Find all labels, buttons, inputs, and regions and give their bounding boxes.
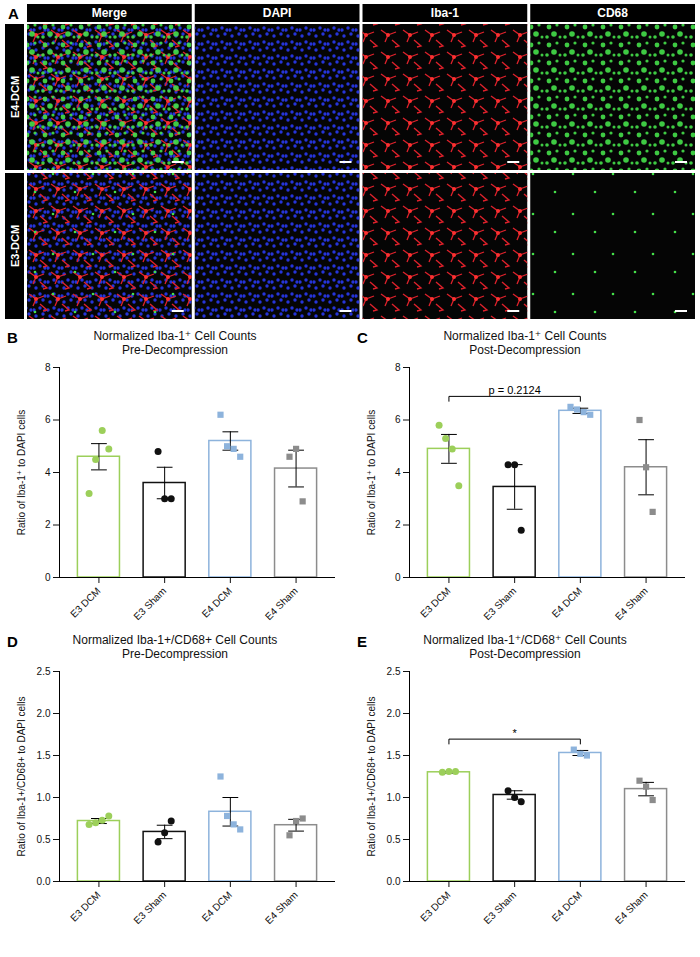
svg-text:E3 Sham: E3 Sham	[481, 889, 518, 926]
svg-text:0.5: 0.5	[387, 834, 401, 845]
svg-text:8: 8	[45, 362, 51, 373]
svg-text:E3 DCM: E3 DCM	[68, 585, 103, 620]
svg-text:Merge: Merge	[92, 6, 128, 20]
svg-text:Ratio of Iba-1+/CD68+ to DAPI: Ratio of Iba-1+/CD68+ to DAPI cells	[366, 696, 377, 856]
svg-text:1.0: 1.0	[37, 792, 51, 803]
html-text:C: C	[357, 329, 368, 346]
html-text:Post-Decompression: Post-Decompression	[469, 647, 581, 661]
svg-text:E3 DCM: E3 DCM	[68, 889, 103, 924]
svg-text:2.0: 2.0	[387, 708, 401, 719]
html-text:B: B	[7, 329, 18, 346]
svg-text:0: 0	[395, 572, 401, 583]
svg-text:E4 Sham: E4 Sham	[263, 889, 300, 926]
svg-text:*: *	[513, 727, 518, 739]
svg-text:E3 DCM: E3 DCM	[418, 585, 453, 620]
svg-text:CD68: CD68	[597, 6, 628, 20]
svg-text:E3 Sham: E3 Sham	[481, 585, 518, 622]
html-text:Normalized Iba-1⁺ Cell Counts: Normalized Iba-1⁺ Cell Counts	[93, 329, 257, 343]
html-text:Normalized Iba-1⁺/CD68⁺ Cell C: Normalized Iba-1⁺/CD68⁺ Cell Counts	[423, 633, 627, 647]
svg-text:E4 DCM: E4 DCM	[200, 889, 235, 924]
svg-text:6: 6	[45, 414, 51, 425]
svg-text:0.0: 0.0	[37, 876, 51, 887]
svg-text:4: 4	[395, 467, 401, 478]
svg-text:E4 DCM: E4 DCM	[550, 585, 585, 620]
svg-text:0.5: 0.5	[37, 834, 51, 845]
svg-text:Ratio of Iba-1⁺ to DAPI cells: Ratio of Iba-1⁺ to DAPI cells	[16, 410, 27, 535]
svg-text:2.5: 2.5	[387, 666, 401, 677]
svg-text:2.0: 2.0	[37, 708, 51, 719]
svg-text:DAPI: DAPI	[263, 6, 292, 20]
svg-text:1.5: 1.5	[37, 750, 51, 761]
svg-text:E4 Sham: E4 Sham	[263, 585, 300, 622]
svg-text:8: 8	[395, 362, 401, 373]
svg-text:6: 6	[395, 414, 401, 425]
svg-text:0: 0	[45, 572, 51, 583]
svg-text:Iba-1: Iba-1	[431, 6, 459, 20]
svg-text:E4 DCM: E4 DCM	[550, 889, 585, 924]
html-text:E: E	[357, 633, 367, 650]
svg-text:E4 Sham: E4 Sham	[613, 585, 650, 622]
html-text:Post-Decompression: Post-Decompression	[469, 343, 581, 357]
html-text:Pre-Decompression: Pre-Decompression	[122, 647, 228, 661]
svg-text:E3-DCM: E3-DCM	[9, 225, 21, 267]
svg-text:E3 Sham: E3 Sham	[131, 889, 168, 926]
svg-text:4: 4	[45, 467, 51, 478]
svg-text:p = 0.2124: p = 0.2124	[488, 384, 540, 396]
svg-text:E3 Sham: E3 Sham	[131, 585, 168, 622]
svg-text:Ratio of Iba-1+/CD68+ to DAPI: Ratio of Iba-1+/CD68+ to DAPI cells	[16, 696, 27, 856]
html-text:D: D	[7, 633, 18, 650]
svg-text:E4 DCM: E4 DCM	[200, 585, 235, 620]
html-text:Normalized Iba-1+/CD68+ Cell C: Normalized Iba-1+/CD68+ Cell Counts	[72, 633, 278, 647]
svg-text:E4-DCM: E4-DCM	[9, 76, 21, 118]
svg-text:E3 DCM: E3 DCM	[418, 889, 453, 924]
svg-text:0.0: 0.0	[387, 876, 401, 887]
svg-text:Ratio of Iba-1⁺ to DAPI cells: Ratio of Iba-1⁺ to DAPI cells	[366, 410, 377, 535]
html-text:Normalized Iba-1⁺ Cell Counts: Normalized Iba-1⁺ Cell Counts	[443, 329, 607, 343]
svg-text:1.5: 1.5	[387, 750, 401, 761]
svg-text:2: 2	[395, 519, 401, 530]
svg-text:A: A	[8, 5, 19, 22]
svg-text:2: 2	[45, 519, 51, 530]
svg-text:1.0: 1.0	[387, 792, 401, 803]
svg-text:2.5: 2.5	[37, 666, 51, 677]
svg-text:E4 Sham: E4 Sham	[613, 889, 650, 926]
html-text:Pre-Decompression: Pre-Decompression	[122, 343, 228, 357]
